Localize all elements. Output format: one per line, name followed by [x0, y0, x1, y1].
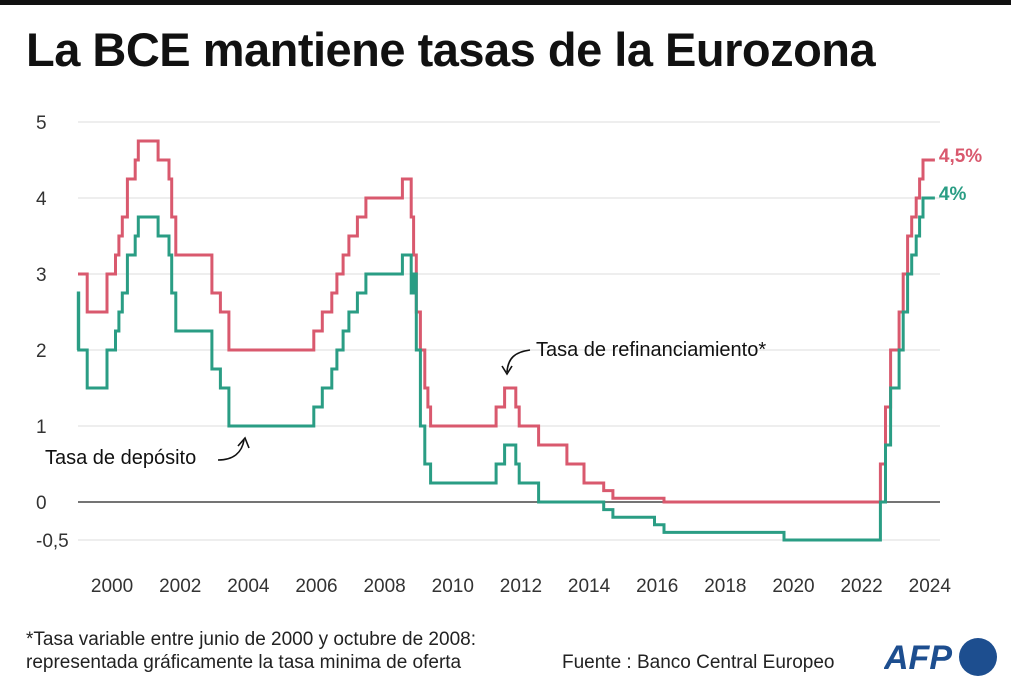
x-tick-label: 2006 [295, 576, 337, 597]
afp-logo: AFP [884, 638, 997, 677]
series-line-deposito [76, 196, 935, 542]
y-tick-label: -0,5 [36, 531, 69, 552]
y-tick-label: 4 [36, 189, 47, 210]
x-tick-label: 2014 [568, 576, 611, 597]
x-tick-label: 2004 [227, 576, 270, 597]
y-tick-label: 0 [36, 493, 47, 514]
afp-logo-text: AFP [884, 639, 952, 677]
annotation-refinanciamiento-arrowhead [501, 365, 513, 376]
x-tick-label: 2002 [159, 576, 201, 597]
annotation-deposito: Tasa de depósito [45, 447, 196, 469]
x-tick-label: 2022 [840, 576, 882, 597]
annotation-deposito-arrowhead [237, 436, 250, 449]
footnote-line-1: *Tasa variable entre junio de 2000 y oct… [26, 629, 476, 650]
y-tick-label: 5 [36, 113, 47, 134]
y-tick-label: 3 [36, 265, 47, 286]
end-labels: 4,5% 4% [939, 146, 982, 205]
x-tick-label: 2018 [704, 576, 746, 597]
y-axis-ticks: 5 4 3 2 1 0 -0,5 [36, 113, 69, 552]
footnote: *Tasa variable entre junio de 2000 y oct… [26, 628, 476, 674]
annotation-deposito-arrow [217, 439, 245, 461]
x-axis-ticks: 2000 2002 2004 2006 2008 2010 2012 2014 2016 2018… [91, 576, 951, 597]
y-tick-label: 1 [36, 417, 47, 438]
chart-title: La BCE mantiene tasas de la Eurozona [26, 23, 876, 76]
y-tick-label: 2 [36, 341, 47, 362]
end-label-refinanciamiento: 4,5% [939, 146, 982, 167]
annotations: Tasa de refinanciamiento* Tasa de depósi… [45, 339, 766, 469]
x-tick-label: 2008 [363, 576, 405, 597]
x-tick-label: 2012 [500, 576, 542, 597]
footnote-line-2: representada gráficamente la tasa minima… [26, 652, 462, 673]
source-credit: Fuente : Banco Central Europeo [562, 652, 835, 673]
x-tick-label: 2020 [772, 576, 814, 597]
series-line-refinanciamiento [78, 139, 935, 504]
x-tick-label: 2024 [909, 576, 952, 597]
series-lines [76, 139, 935, 542]
x-tick-label: 2000 [91, 576, 133, 597]
end-label-deposito: 4% [939, 184, 967, 205]
x-tick-label: 2016 [636, 576, 678, 597]
annotation-refinanciamiento-arrow [506, 349, 531, 373]
annotation-refinanciamiento: Tasa de refinanciamiento* [536, 339, 766, 361]
afp-logo-circle [959, 638, 997, 676]
top-rule [0, 0, 1011, 5]
x-tick-label: 2010 [432, 576, 474, 597]
